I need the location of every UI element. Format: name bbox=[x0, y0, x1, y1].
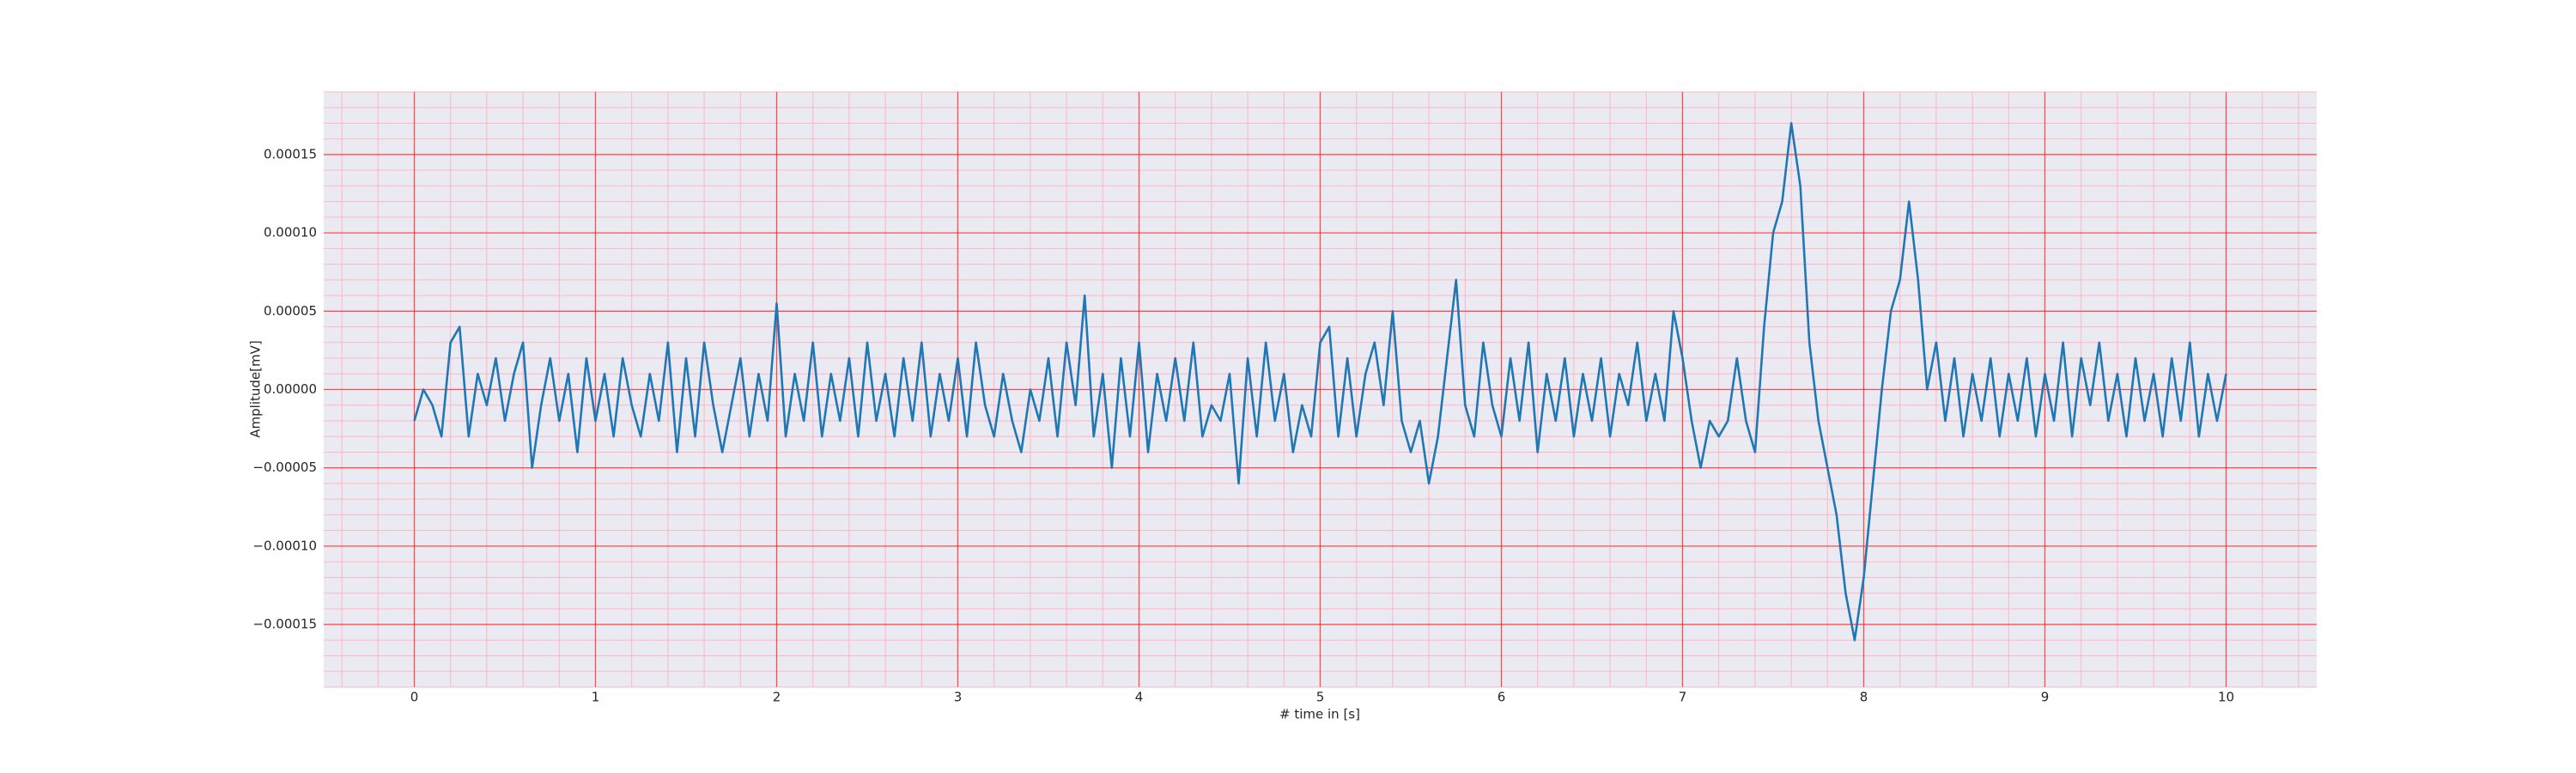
signal-line bbox=[413, 122, 2227, 642]
x-tick-label: 9 bbox=[2041, 690, 2050, 705]
x-tick-label: 6 bbox=[1498, 690, 1506, 705]
x-axis-label: # time in [s] bbox=[1279, 707, 1360, 722]
major-grid bbox=[324, 92, 2317, 687]
y-tick-label: −0.00015 bbox=[252, 617, 317, 632]
y-tick-label: 0.00000 bbox=[264, 381, 317, 397]
x-tick-label: 1 bbox=[592, 690, 600, 705]
y-tick-label: 0.00010 bbox=[264, 225, 317, 240]
x-tick-label: 7 bbox=[1679, 690, 1687, 705]
x-tick-label: 2 bbox=[773, 690, 781, 705]
x-tick-label: 4 bbox=[1135, 690, 1144, 705]
x-tick-label: 10 bbox=[2218, 690, 2234, 705]
y-tick-label: −0.00005 bbox=[252, 460, 317, 475]
x-tick-label: 5 bbox=[1316, 690, 1325, 705]
y-tick-label: 0.00015 bbox=[264, 146, 317, 161]
x-tick-label: 0 bbox=[410, 690, 419, 705]
x-tick-label: 8 bbox=[1860, 690, 1868, 705]
y-tick-label: −0.00010 bbox=[252, 538, 317, 553]
marks bbox=[413, 122, 2227, 642]
y-tick-label: 0.00005 bbox=[264, 303, 317, 319]
x-tick-label: 3 bbox=[954, 690, 963, 705]
y-axis-label: Amplitude[mV] bbox=[248, 340, 264, 437]
